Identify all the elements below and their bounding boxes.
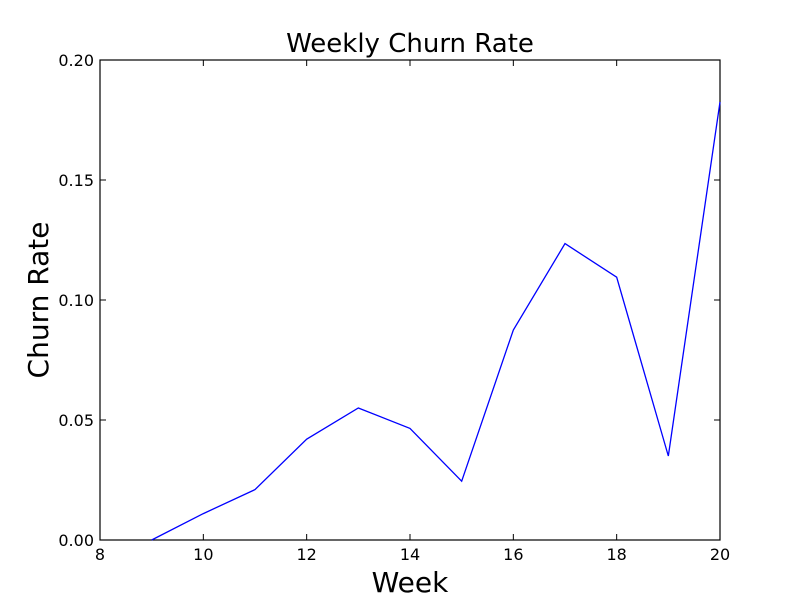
- x-axis-label: Week: [372, 566, 449, 599]
- y-axis-ticks: 0.00 0.05 0.10 0.15 0.20: [58, 51, 720, 550]
- x-tick-label: 16: [503, 545, 523, 564]
- y-tick-label: 0.20: [58, 51, 94, 70]
- x-axis-ticks: 8 10 12 14 16 18 20: [95, 60, 730, 564]
- x-tick-label: 14: [400, 545, 420, 564]
- x-tick-label: 18: [606, 545, 626, 564]
- y-tick-label: 0.00: [58, 531, 94, 550]
- x-tick-label: 8: [95, 545, 105, 564]
- y-axis-label: Churn Rate: [22, 222, 55, 379]
- chart-title: Weekly Churn Rate: [286, 29, 534, 59]
- plot-area: 8 10 12 14 16 18 20 0.00 0.05 0.10 0.15 0.20: [58, 51, 730, 564]
- churn-rate-line: [151, 101, 721, 541]
- series-layer: [151, 101, 721, 541]
- y-tick-label: 0.10: [58, 291, 94, 310]
- y-tick-label: 0.05: [58, 411, 94, 430]
- x-tick-label: 20: [710, 545, 730, 564]
- x-tick-label: 12: [296, 545, 316, 564]
- y-tick-label: 0.15: [58, 171, 94, 190]
- plot-frame: [99, 59, 721, 541]
- x-tick-label: 10: [193, 545, 213, 564]
